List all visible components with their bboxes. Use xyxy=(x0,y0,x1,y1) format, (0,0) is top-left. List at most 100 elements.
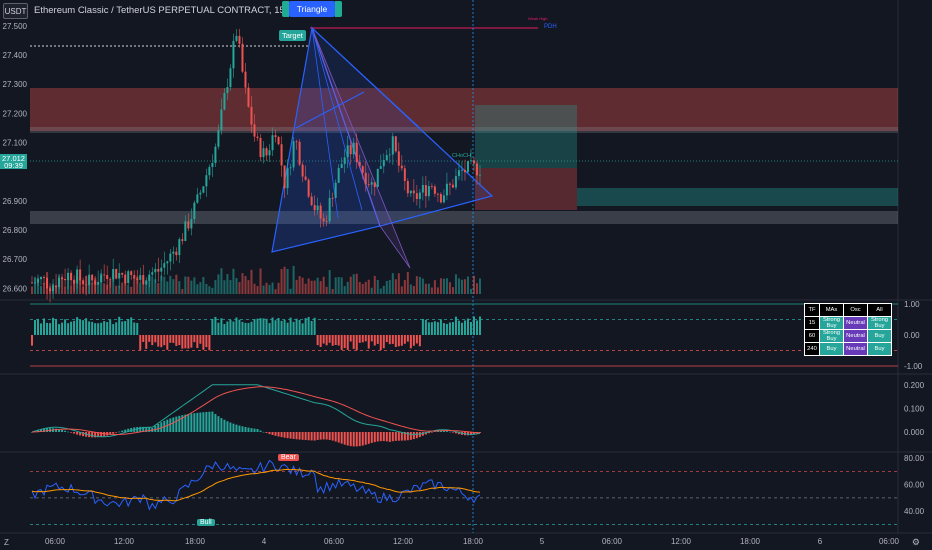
macd-histogram-bar xyxy=(424,432,427,435)
strength-bar xyxy=(337,335,340,346)
volume-bar xyxy=(298,276,301,294)
volume-bar xyxy=(145,280,148,294)
macd-histogram-bar xyxy=(406,432,409,441)
candle-body xyxy=(205,175,208,187)
strength-bar xyxy=(475,320,478,335)
volume-bar xyxy=(163,276,166,294)
volume-bar xyxy=(55,286,58,294)
pane3-tick-label: 0.200 xyxy=(904,381,925,390)
strength-bar xyxy=(136,323,139,335)
macd-histogram-bar xyxy=(322,432,325,440)
triangle-mid-line xyxy=(295,91,365,129)
strength-bar xyxy=(79,319,82,335)
currency-button[interactable]: USDT xyxy=(3,3,28,19)
volume-bar xyxy=(421,278,424,294)
strength-bar xyxy=(274,320,277,335)
macd-histogram-bar xyxy=(388,432,391,442)
pattern-badge[interactable]: Triangle xyxy=(289,1,335,17)
macd-histogram-bar xyxy=(205,411,208,432)
volume-bar xyxy=(349,276,352,294)
settings-icon[interactable]: ⚙ xyxy=(911,537,920,547)
macd-histogram-bar xyxy=(226,421,229,432)
macd-histogram-bar xyxy=(256,428,259,432)
strength-bar xyxy=(85,318,88,335)
candle-body xyxy=(406,181,409,194)
strength-bar xyxy=(472,316,475,335)
candle-body xyxy=(310,196,313,206)
candle-body xyxy=(163,263,166,268)
candle-body xyxy=(346,145,349,158)
macd-histogram-bar xyxy=(91,432,94,438)
strength-bar xyxy=(448,322,451,335)
candle-body xyxy=(415,193,418,200)
candle-body xyxy=(433,186,436,194)
bull-label: Bull xyxy=(197,519,215,526)
strength-bar xyxy=(334,335,337,346)
candle-body xyxy=(67,272,70,281)
pane4-tick-label: 60.00 xyxy=(904,481,925,490)
strength-bar xyxy=(388,335,391,345)
strength-bar xyxy=(208,335,211,351)
volume-bar xyxy=(187,276,190,294)
strength-bar xyxy=(382,335,385,349)
candle-body xyxy=(271,135,274,151)
macd-histogram-bar xyxy=(451,432,454,433)
volume-bar xyxy=(82,286,85,294)
volume-bar xyxy=(454,274,457,294)
candle-body xyxy=(43,277,46,278)
macd-histogram-bar xyxy=(262,431,265,433)
macd-histogram-bar xyxy=(331,432,334,441)
strength-bar xyxy=(58,324,61,335)
macd-histogram-bar xyxy=(358,432,361,447)
volume-bar xyxy=(61,276,64,294)
macd-histogram-bar xyxy=(229,422,232,432)
candle-body xyxy=(142,275,145,285)
strength-bar xyxy=(49,323,52,335)
candle-body xyxy=(454,176,457,188)
candle-body xyxy=(79,269,82,281)
strength-bar xyxy=(223,323,226,335)
strength-bar xyxy=(127,319,130,335)
strength-bar xyxy=(235,317,238,335)
volume-bar xyxy=(262,285,265,294)
strength-bar xyxy=(457,320,460,335)
volume-bar xyxy=(322,276,325,294)
macd-histogram-bar xyxy=(67,431,70,433)
strength-bar xyxy=(37,318,40,335)
macd-histogram-bar xyxy=(238,425,241,432)
volume-bar xyxy=(76,277,79,294)
macd-histogram-bar xyxy=(37,429,40,432)
macd-histogram-bar xyxy=(241,426,244,432)
candle-body xyxy=(460,169,463,171)
volume-bar xyxy=(385,281,388,294)
volume-bar xyxy=(256,286,259,294)
macd-histogram-bar xyxy=(379,432,382,442)
rsi-ma-line xyxy=(31,468,481,502)
candle-body xyxy=(424,185,427,197)
candle-body xyxy=(241,43,244,72)
candle-body xyxy=(226,87,229,93)
candle-body xyxy=(334,182,337,199)
volume-bar xyxy=(127,285,130,294)
strength-bar xyxy=(226,321,229,335)
volume-bar xyxy=(391,273,394,294)
strength-bar xyxy=(229,319,232,335)
row-tf: 240 xyxy=(804,342,820,356)
volume-bar xyxy=(139,283,142,294)
macd-histogram-bar xyxy=(286,432,289,439)
volume-bar xyxy=(334,277,337,294)
volume-bar xyxy=(403,280,406,294)
candle-body xyxy=(436,193,439,195)
candle-body xyxy=(376,168,379,187)
volume-bar xyxy=(97,283,100,294)
volume-bar xyxy=(37,277,40,294)
candle-body xyxy=(115,269,118,279)
volume-bar xyxy=(157,283,160,294)
candle-body xyxy=(319,205,322,219)
pane2-tick-label: 0.00 xyxy=(904,331,920,340)
macd-histogram-bar xyxy=(61,429,64,432)
timezone-icon[interactable]: Z xyxy=(4,538,9,547)
header-mas: MAs xyxy=(819,303,844,317)
candle-body xyxy=(373,182,376,187)
strength-bar xyxy=(364,335,367,342)
